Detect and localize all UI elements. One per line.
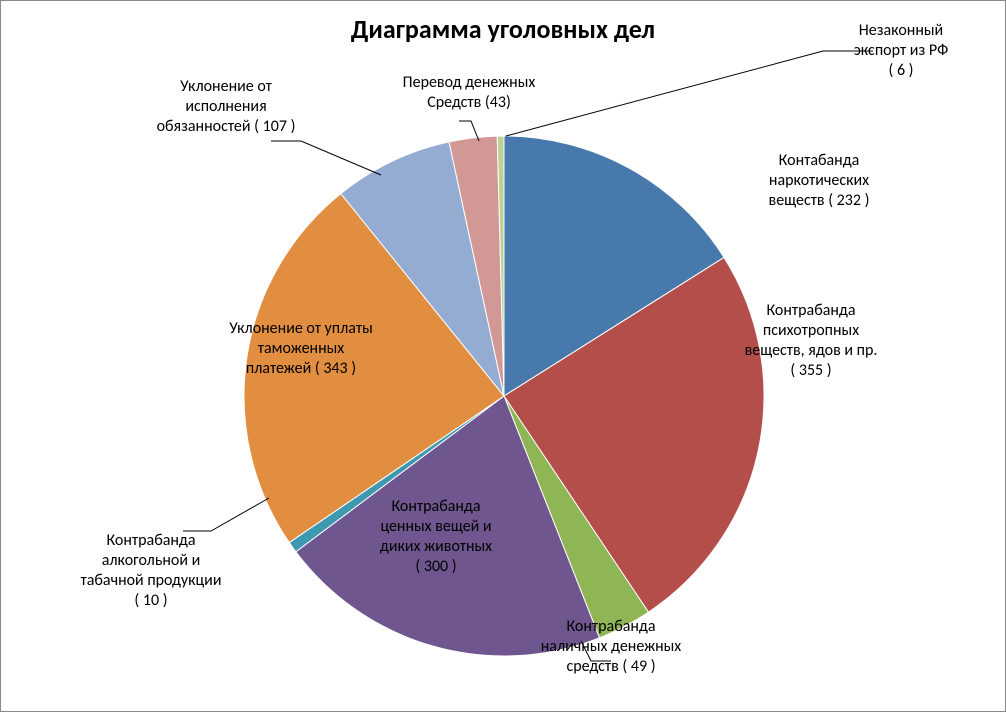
- label-cash: Контрабанда наличных денежных средств ( …: [496, 617, 726, 677]
- chart-frame: Диаграмма уголовных дел Контабанда нарко…: [0, 0, 1006, 712]
- label-narcotics: Контабанда наркотических веществ ( 232 ): [719, 151, 919, 211]
- label-customs: Уклонение от уплаты таможенных платежей …: [186, 319, 416, 379]
- label-alcohol: Контрабанда алкогольной и табачной проду…: [41, 531, 261, 611]
- label-export: Незаконный экспорт из РФ ( 6 ): [811, 21, 991, 81]
- label-transfer: Перевод денежных Средств (43): [359, 73, 579, 113]
- label-valuables: Контрабанда ценных вещей и диких животны…: [326, 497, 546, 577]
- label-duties: Уклонение от исполнения обязанностей ( 1…: [121, 77, 331, 137]
- label-psycho: Контрабанда психотропных веществ, ядов и…: [701, 301, 921, 381]
